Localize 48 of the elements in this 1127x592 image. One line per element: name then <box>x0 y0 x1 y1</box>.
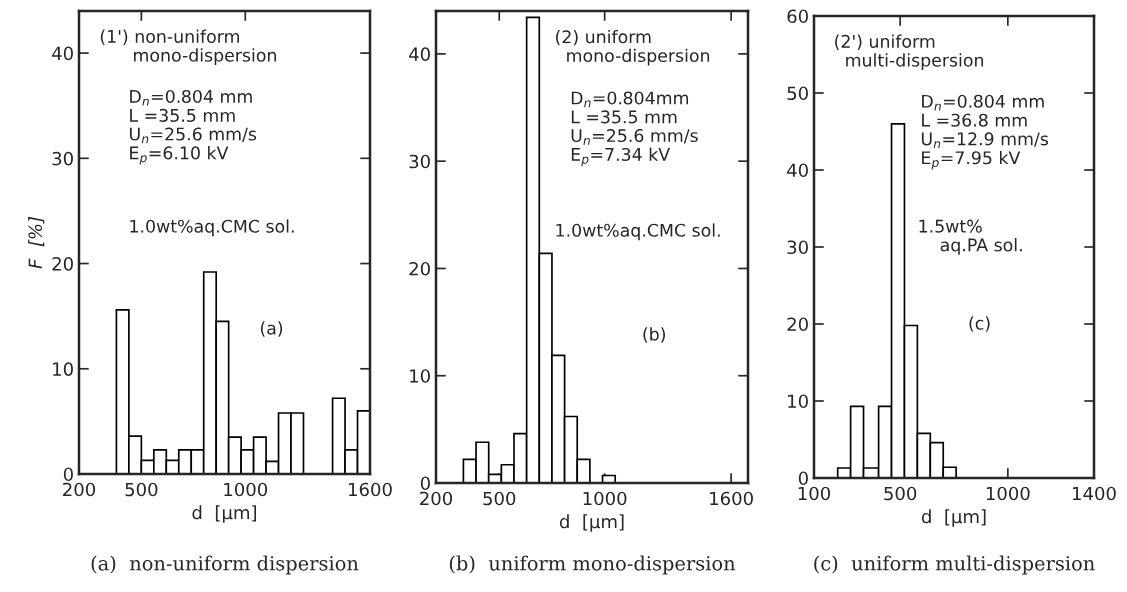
text: D$_{n}$=0.804 mm L =35.5 mm U$_{n}$=25.6 mm/s E$_{p}$=6.10 kV <box>129 89 257 165</box>
y-tick-label: 0 <box>63 467 73 482</box>
y-tick-label: 40 <box>409 47 430 62</box>
text: D$_{n}$=0.804mm L =35.5 mm U$_{n}$=25.6 mm/s E$_{p}$=7.34 kV <box>571 91 698 167</box>
y-tick-label: 30 <box>409 154 430 169</box>
x-tick-label: 200 <box>63 482 96 497</box>
x-tick-label: 1000 <box>224 482 268 497</box>
y-tick-label: 60 <box>787 9 808 24</box>
annotation: (2) uniform mono-dispersion <box>556 29 710 66</box>
y-axis-title: F [%] <box>28 216 45 269</box>
x-tick-label: 200 <box>420 491 453 506</box>
y-tick-label: 10 <box>410 369 430 383</box>
annotation: 1.0wt%aq.CMC sol. <box>556 223 720 241</box>
text: D$_{n}$=0.804 mm L =36.8 mm U$_{n}$=12.9 mm/s E$_{p}$=7.95 kV <box>921 94 1049 170</box>
y-tick-label: 30 <box>52 151 73 166</box>
y-tick-label: 30 <box>787 240 808 255</box>
x-tick-label: 500 <box>125 482 158 497</box>
text: (c) uniform multi-dispersion <box>814 555 1095 575</box>
y-tick-label: 20 <box>52 257 73 271</box>
x-axis-title: d [µm] <box>559 514 624 532</box>
annotation: (c) <box>969 316 990 332</box>
y-tick-label: 20 <box>409 261 430 276</box>
y-tick-label: 40 <box>52 46 73 61</box>
text: (b) uniform mono-dispersion <box>449 555 736 575</box>
y-tick-label: 0 <box>798 471 808 486</box>
y-tick-label: 40 <box>787 163 808 178</box>
y-tick-label: 0 <box>420 476 430 491</box>
annotation: 1.0wt%aq.CMC sol. <box>130 219 294 237</box>
x-tick-label: 1600 <box>349 482 392 497</box>
y-tick-label: 50 <box>787 86 808 101</box>
x-tick-label: 1600 <box>710 491 753 506</box>
y-tick-label: 10 <box>53 362 73 376</box>
x-axis-title: d [µm] <box>192 505 256 523</box>
annotation: (1') non-uniform mono-dispersion <box>100 29 276 66</box>
annotation: 1.5wt% aq.PA sol. <box>919 219 1022 255</box>
x-tick-label: 500 <box>884 486 917 501</box>
x-tick-label: 500 <box>483 491 516 506</box>
x-tick-label: 1000 <box>583 491 627 506</box>
annotation: (b) <box>643 327 665 343</box>
annotation: (2') uniform multi-dispersion <box>835 34 984 71</box>
annotation: (a) <box>260 321 283 337</box>
x-tick-label: 1000 <box>986 486 1030 501</box>
y-tick-label: 10 <box>788 394 808 409</box>
x-tick-label: 100 <box>798 486 831 501</box>
x-tick-label: 1400 <box>1073 486 1116 501</box>
y-tick-label: 20 <box>787 317 808 332</box>
text: (a) non-uniform dispersion <box>91 555 359 575</box>
x-axis-title: d [µm] <box>921 509 986 527</box>
